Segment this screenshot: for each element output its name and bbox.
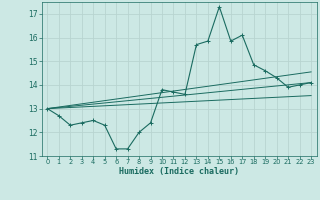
X-axis label: Humidex (Indice chaleur): Humidex (Indice chaleur)	[119, 167, 239, 176]
